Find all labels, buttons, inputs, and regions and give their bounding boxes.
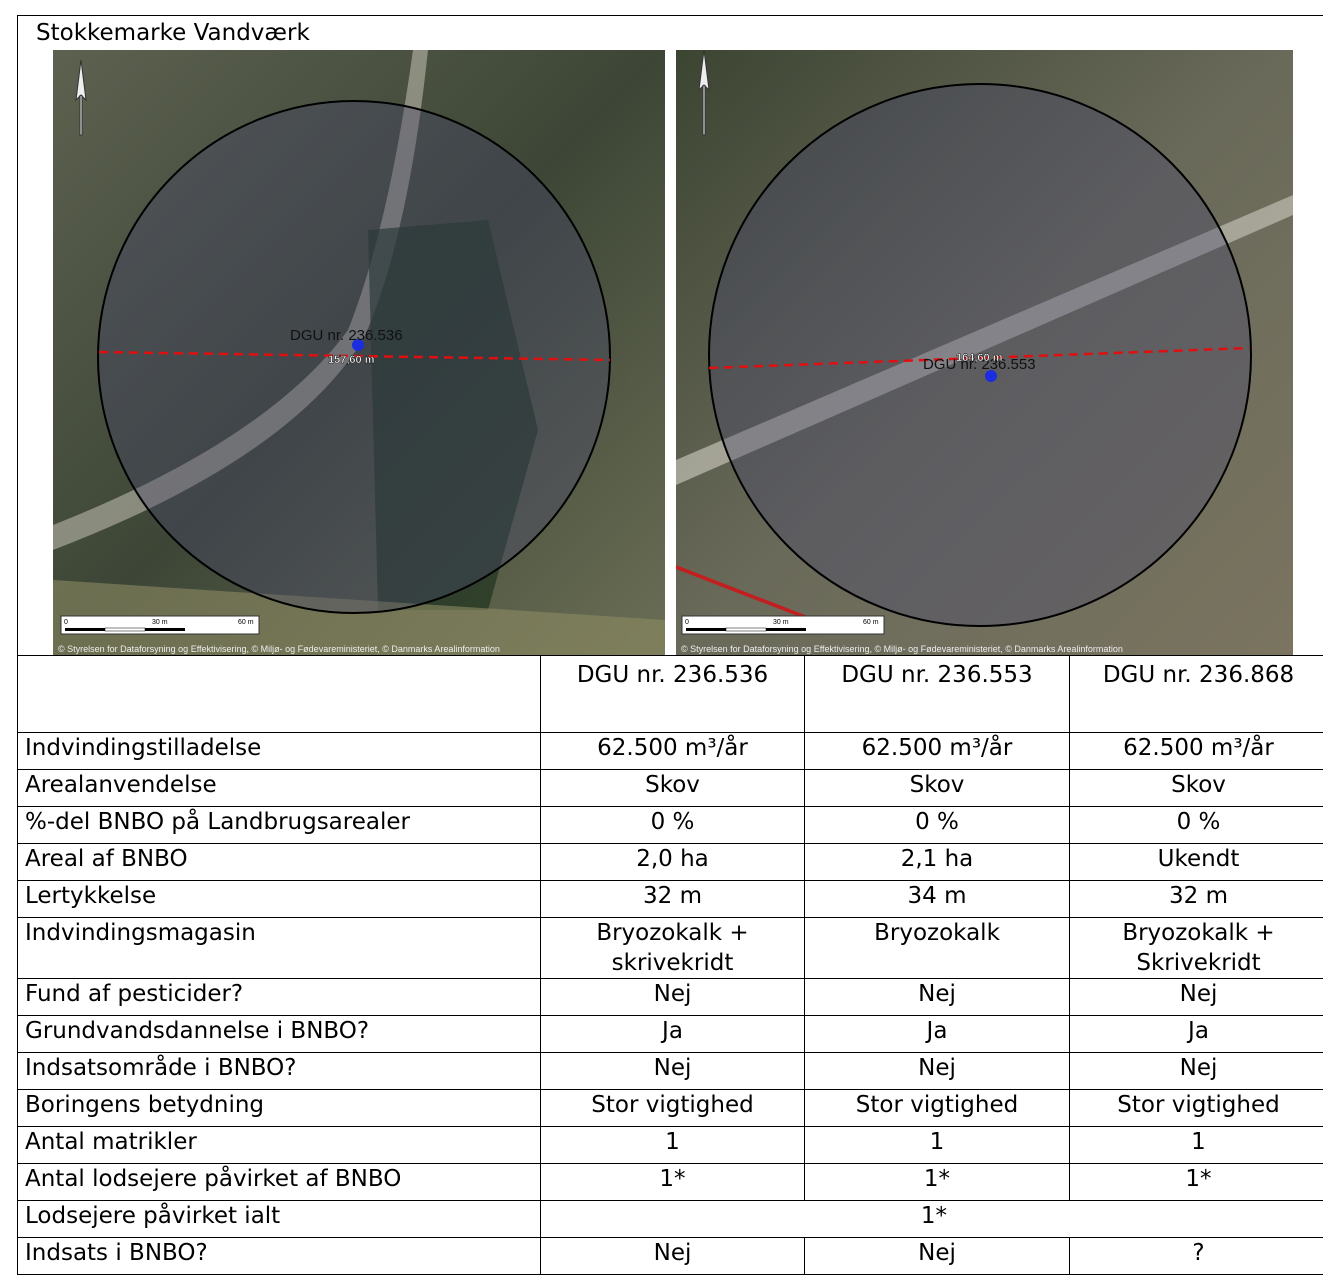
row-label: Lodsejere påvirket ialt xyxy=(17,1200,541,1238)
cell: 32 m xyxy=(1069,880,1323,918)
scale-label: 0 xyxy=(685,619,689,626)
table-row: Fund af pesticider? Nej Nej Nej xyxy=(17,978,1323,1016)
title: Stokkemarke Vandværk xyxy=(17,15,1323,50)
cell: Nej xyxy=(804,1052,1070,1090)
cell: Ukendt xyxy=(1069,843,1323,881)
distance-label: 157,60 m xyxy=(328,354,375,366)
table-row: Antal lodsejere påvirket af BNBO 1* 1* 1* xyxy=(17,1163,1323,1201)
cell: Stor vigtighed xyxy=(804,1089,1070,1127)
row-label: Arealanvendelse xyxy=(17,769,541,807)
cell: Bryozokalk + skrivekridt xyxy=(540,917,805,979)
scale-label: 60 m xyxy=(238,619,254,626)
table-row: Areal af BNBO 2,0 ha 2,1 ha Ukendt xyxy=(17,843,1323,881)
row-label: Lertykkelse xyxy=(17,880,541,918)
cell: Ja xyxy=(540,1015,805,1053)
map-right: DGU nr. 236.553 164,60 m 0 30 m 60 m © S… xyxy=(676,50,1293,655)
table-row: Arealanvendelse Skov Skov Skov xyxy=(17,769,1323,807)
cell: Stor vigtighed xyxy=(1069,1089,1323,1127)
cell: 2,0 ha xyxy=(540,843,805,881)
cell: 0 % xyxy=(1069,806,1323,844)
row-label: Fund af pesticider? xyxy=(17,978,541,1016)
map-left: DGU nr. 236.536 157,60 m 0 30 m 60 m © S… xyxy=(53,50,665,655)
copyright: © Styrelsen for Dataforsyning og Effekti… xyxy=(58,644,500,654)
cell: Skov xyxy=(540,769,805,807)
row-label: Antal lodsejere påvirket af BNBO xyxy=(17,1163,541,1201)
table-row: Grundvandsdannelse i BNBO? Ja Ja Ja xyxy=(17,1015,1323,1053)
scale-label: 30 m xyxy=(152,619,168,626)
cell: 0 % xyxy=(540,806,805,844)
table-row: Boringens betydning Stor vigtighed Stor vi… xyxy=(17,1089,1323,1127)
cell: 1 xyxy=(1069,1126,1323,1164)
cell: Nej xyxy=(804,978,1070,1016)
well-label: DGU nr. 236.553 xyxy=(923,356,1036,373)
cell: 1* xyxy=(540,1200,1323,1238)
copyright: © Styrelsen for Dataforsyning og Effekti… xyxy=(681,644,1123,654)
header-cell xyxy=(17,655,541,733)
maps: DGU nr. 236.536 157,60 m 0 30 m 60 m © S… xyxy=(17,50,1293,655)
cell: Nej xyxy=(1069,978,1323,1016)
scale-label: 0 xyxy=(64,619,68,626)
cell: Bryozokalk + Skrivekridt xyxy=(1069,917,1323,979)
cell: Skov xyxy=(804,769,1070,807)
cell: 32 m xyxy=(540,880,805,918)
row-label: Indsats i BNBO? xyxy=(17,1237,541,1275)
row-label: Areal af BNBO xyxy=(17,843,541,881)
row-label: Indsatsområde i BNBO? xyxy=(17,1052,541,1090)
row-label: Indvindingstilladelse xyxy=(17,732,541,770)
cell: Nej xyxy=(1069,1052,1323,1090)
cell: 34 m xyxy=(804,880,1070,918)
table-row: Lodsejere påvirket ialt 1* xyxy=(17,1200,1323,1238)
cell: Nej xyxy=(540,978,805,1016)
scale-label: 60 m xyxy=(863,619,879,626)
row-label: Grundvandsdannelse i BNBO? xyxy=(17,1015,541,1053)
row-label: %-del BNBO på Landbrugsarealer xyxy=(17,806,541,844)
table-row: Indvindingsmagasin Bryozokalk + skrivekri… xyxy=(17,917,1323,979)
table-row: Lertykkelse 32 m 34 m 32 m xyxy=(17,880,1323,918)
row-label: Antal matrikler xyxy=(17,1126,541,1164)
cell: 1 xyxy=(540,1126,805,1164)
table-row: Indsatsområde i BNBO? Nej Nej Nej xyxy=(17,1052,1323,1090)
data-table: DGU nr. 236.536 DGU nr. 236.553 DGU nr. 23… xyxy=(17,655,1323,1275)
cell: ? xyxy=(1069,1237,1323,1275)
cell: 62.500 m³/år xyxy=(804,732,1070,770)
header-row: DGU nr. 236.536 DGU nr. 236.553 DGU nr. 23… xyxy=(17,655,1323,733)
cell: 1* xyxy=(540,1163,805,1201)
header-cell: DGU nr. 236.553 xyxy=(804,655,1070,733)
cell: 1* xyxy=(804,1163,1070,1201)
header-cell: DGU nr. 236.868 xyxy=(1069,655,1323,733)
cell: Ja xyxy=(1069,1015,1323,1053)
cell: Nej xyxy=(540,1237,805,1275)
cell: 62.500 m³/år xyxy=(1069,732,1323,770)
table-row: Indvindingstilladelse 62.500 m³/år 62.500 … xyxy=(17,732,1323,770)
cell: 1 xyxy=(804,1126,1070,1164)
distance-label: 164,60 m xyxy=(956,352,1003,364)
cell: 2,1 ha xyxy=(804,843,1070,881)
row-label: Indvindingsmagasin xyxy=(17,917,541,979)
cell: Stor vigtighed xyxy=(540,1089,805,1127)
header-cell: DGU nr. 236.536 xyxy=(540,655,805,733)
cell: 1* xyxy=(1069,1163,1323,1201)
table-row: %-del BNBO på Landbrugsarealer 0 % 0 % 0 % xyxy=(17,806,1323,844)
cell: Nej xyxy=(540,1052,805,1090)
row-label: Boringens betydning xyxy=(17,1089,541,1127)
cell: 62.500 m³/år xyxy=(540,732,805,770)
cell: Skov xyxy=(1069,769,1323,807)
table-row: Indsats i BNBO? Nej Nej? xyxy=(17,1237,1323,1275)
cell: Bryozokalk xyxy=(804,917,1070,979)
cell: Ja xyxy=(804,1015,1070,1053)
well-label: DGU nr. 236.536 xyxy=(290,327,403,344)
cell: Nej xyxy=(804,1237,1070,1275)
cell: 0 % xyxy=(804,806,1070,844)
scale-label: 30 m xyxy=(773,619,789,626)
table-row: Antal matrikler 1 1 1 xyxy=(17,1126,1323,1164)
